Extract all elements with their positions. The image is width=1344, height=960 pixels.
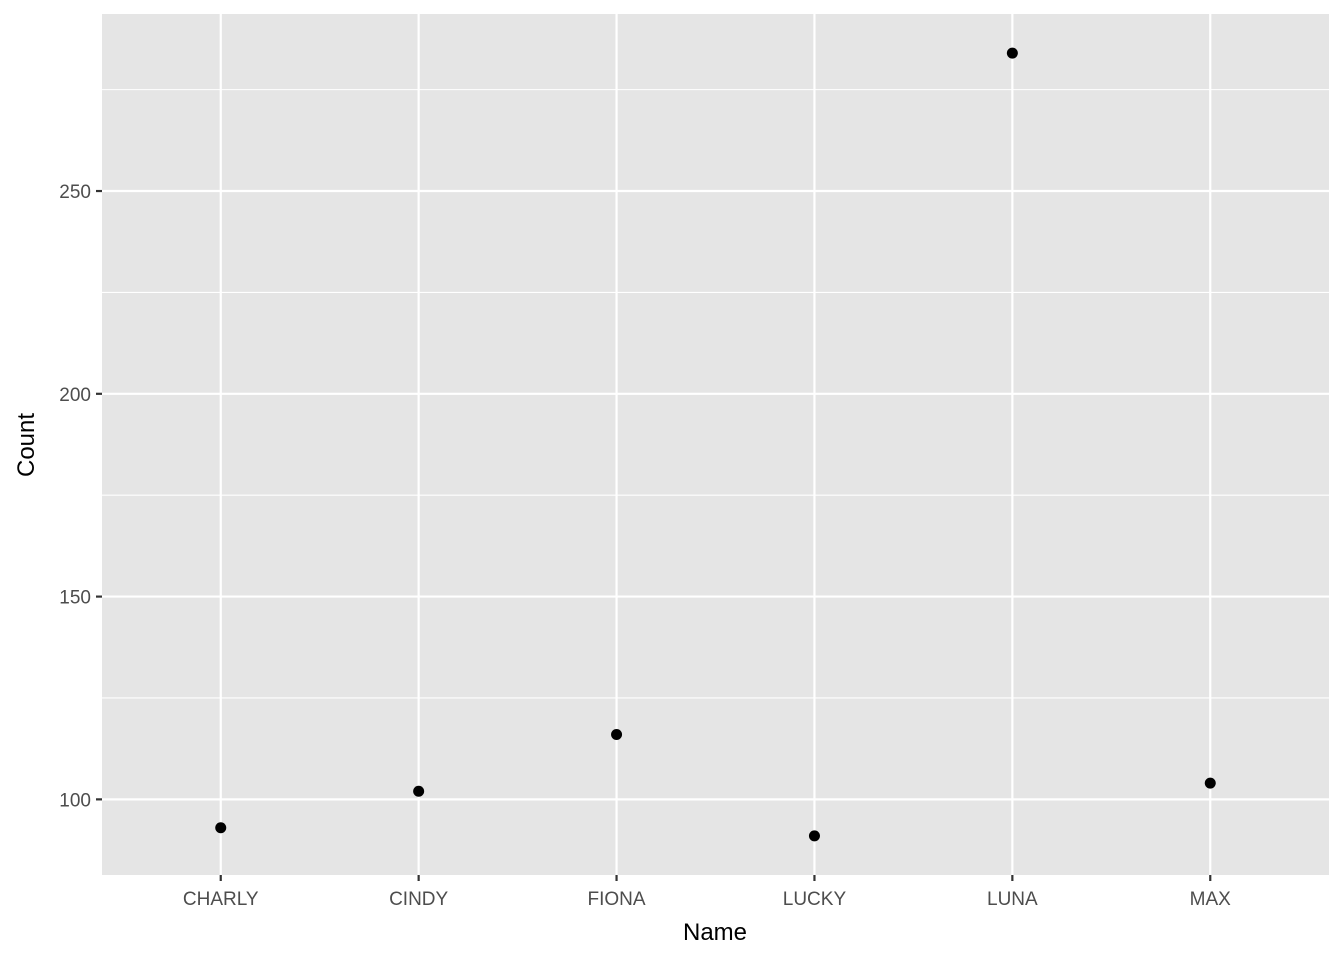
data-points [215,47,1216,842]
data-point-fiona [611,728,623,740]
y-tick-label: 100 [59,790,91,811]
x-tick-label: LUNA [987,889,1038,910]
y-tick-label: 200 [59,385,91,406]
data-point-cindy [413,785,425,797]
x-axis-title: Name [683,919,747,946]
minor-gridlines [102,89,1329,699]
data-point-charly [215,822,227,834]
data-point-lucky [808,830,820,842]
x-tick-label: LUCKY [783,889,847,910]
major-gridlines [102,14,1329,875]
plot-panel [102,14,1329,875]
y-tick-label: 150 [59,588,91,609]
y-tick-label: 250 [59,182,91,203]
x-tick-label: MAX [1190,889,1232,910]
x-tick-label: CINDY [389,889,448,910]
x-tick-label: CHARLY [183,889,259,910]
y-axis: 100 150 200 250 [59,182,102,811]
y-axis-title: Count [13,413,40,477]
x-tick-label: FIONA [588,889,646,910]
data-point-max [1204,777,1216,789]
data-point-luna [1006,47,1018,59]
x-axis: CHARLY CINDY FIONA LUCKY LUNA MAX [183,875,1231,910]
